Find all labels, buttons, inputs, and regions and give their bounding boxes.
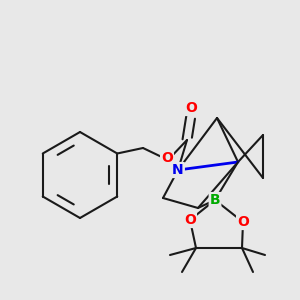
Text: O: O bbox=[184, 213, 196, 227]
Text: O: O bbox=[161, 151, 173, 165]
Text: O: O bbox=[185, 101, 197, 115]
Text: O: O bbox=[237, 215, 249, 229]
Text: N: N bbox=[172, 163, 184, 177]
Text: B: B bbox=[210, 193, 220, 207]
